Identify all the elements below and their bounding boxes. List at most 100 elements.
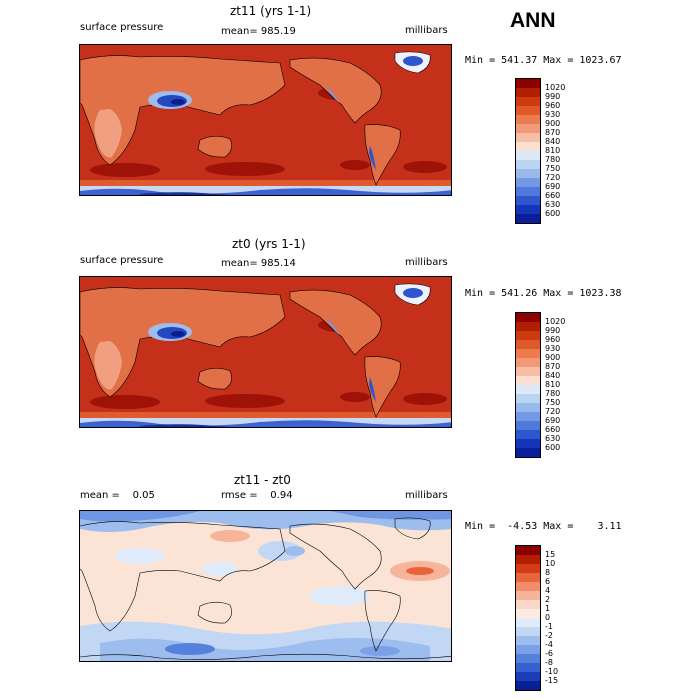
colorbar-label: 960	[545, 335, 561, 344]
colorbar-label: 780	[545, 389, 561, 398]
panel-3-colorbar	[515, 545, 541, 691]
colorbar-label: 990	[545, 92, 561, 101]
colorbar-label: 1020	[545, 317, 566, 326]
swatch	[516, 573, 540, 582]
panel-3-mean-label: mean = 0.05	[80, 490, 155, 501]
swatch	[516, 600, 540, 609]
colorbar-label: 840	[545, 137, 561, 146]
colorbar-label: -8	[545, 658, 553, 667]
colorbar-label: 810	[545, 380, 561, 389]
swatch	[516, 591, 540, 600]
swatch	[516, 196, 540, 205]
panel-1-map	[79, 44, 452, 196]
season-label: ANN	[510, 9, 556, 32]
swatch	[516, 385, 540, 394]
colorbar-label: -2	[545, 631, 553, 640]
swatch	[516, 618, 540, 627]
colorbar-label: 8	[545, 568, 551, 577]
swatch	[516, 160, 540, 169]
swatch	[516, 349, 540, 358]
colorbar-label: 900	[545, 119, 561, 128]
colorbar-label: -15	[545, 676, 559, 685]
colorbar-label: 660	[545, 425, 561, 434]
colorbar-label: 1	[545, 604, 551, 613]
swatch	[516, 654, 540, 663]
swatch	[516, 672, 540, 681]
swatch	[516, 582, 540, 591]
swatch	[516, 367, 540, 376]
swatch	[516, 394, 540, 403]
swatch	[516, 430, 540, 439]
colorbar-label: 780	[545, 155, 561, 164]
swatch	[516, 421, 540, 430]
swatch	[516, 564, 540, 573]
colorbar-label: 15	[545, 550, 556, 559]
swatch	[516, 322, 540, 331]
panel-1-colorbar	[515, 78, 541, 224]
panel-1-variable-label: surface pressure	[80, 22, 164, 33]
panel-2-title: zt0 (yrs 1-1)	[232, 237, 306, 251]
swatch	[516, 178, 540, 187]
panel-3-title: zt11 - zt0	[234, 473, 291, 487]
colorbar-label: 720	[545, 173, 561, 182]
swatch	[516, 142, 540, 151]
colorbar-label: 900	[545, 353, 561, 362]
swatch	[516, 376, 540, 385]
colorbar-label: 600	[545, 443, 561, 452]
colorbar-label: 750	[545, 164, 561, 173]
colorbar-label: -6	[545, 649, 553, 658]
swatch	[516, 645, 540, 654]
swatch	[516, 403, 540, 412]
swatch	[516, 214, 540, 223]
colorbar-label: 870	[545, 128, 561, 137]
colorbar-label: 930	[545, 344, 561, 353]
panel-3-map	[79, 510, 452, 662]
colorbar-label: 930	[545, 110, 561, 119]
colorbar-label: 960	[545, 101, 561, 110]
swatch	[516, 151, 540, 160]
swatch	[516, 439, 540, 448]
colorbar-label: 630	[545, 200, 561, 209]
colorbar-label: 690	[545, 182, 561, 191]
colorbar-label: 690	[545, 416, 561, 425]
swatch	[516, 412, 540, 421]
colorbar-label: 810	[545, 146, 561, 155]
panel-1-units-label: millibars	[405, 25, 448, 36]
swatch	[516, 331, 540, 340]
colorbar-label: 630	[545, 434, 561, 443]
swatch	[516, 663, 540, 672]
colorbar-label: 750	[545, 398, 561, 407]
panel-2-variable-label: surface pressure	[80, 255, 164, 266]
swatch	[516, 340, 540, 349]
swatch	[516, 546, 540, 555]
swatch	[516, 627, 540, 636]
colorbar-label: 840	[545, 371, 561, 380]
swatch	[516, 636, 540, 645]
colorbar-label: 2	[545, 595, 551, 604]
colorbar-label: 10	[545, 559, 556, 568]
colorbar-label: 600	[545, 209, 561, 218]
swatch	[516, 97, 540, 106]
swatch	[516, 205, 540, 214]
panel-3-minmax: Min = -4.53 Max = 3.11	[465, 521, 622, 532]
panel-1-minmax: Min = 541.37 Max = 1023.67	[465, 55, 622, 66]
colorbar-label: 870	[545, 362, 561, 371]
colorbar-label: 0	[545, 613, 551, 622]
panel-2-units-label: millibars	[405, 257, 448, 268]
colorbar-label: -10	[545, 667, 559, 676]
panel-3-units-label: millibars	[405, 490, 448, 501]
swatch	[516, 124, 540, 133]
colorbar-label: 990	[545, 326, 561, 335]
swatch	[516, 187, 540, 196]
swatch	[516, 609, 540, 618]
swatch	[516, 106, 540, 115]
panel-3-rmse-label: rmse = 0.94	[221, 490, 293, 501]
colorbar-label: 6	[545, 577, 551, 586]
panel-2-minmax: Min = 541.26 Max = 1023.38	[465, 288, 622, 299]
panel-2-colorbar	[515, 312, 541, 458]
swatch	[516, 555, 540, 564]
swatch	[516, 448, 540, 457]
swatch	[516, 169, 540, 178]
colorbar-label: 4	[545, 586, 551, 595]
colorbar-label: 720	[545, 407, 561, 416]
